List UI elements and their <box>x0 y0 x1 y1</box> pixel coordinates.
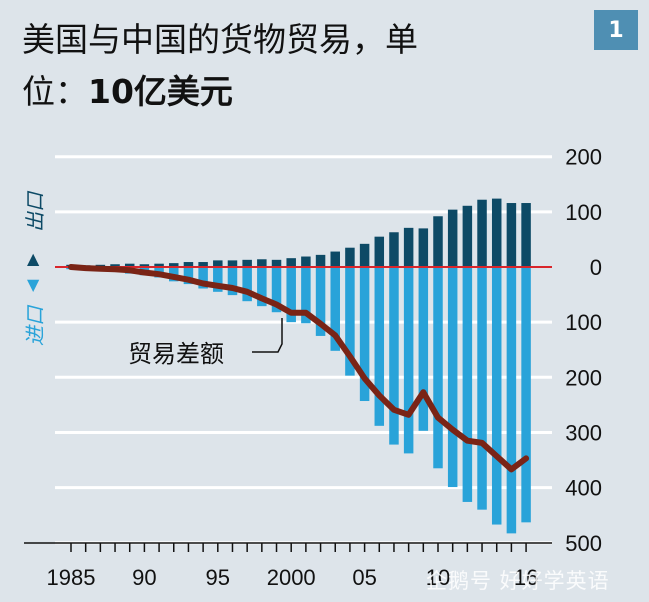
x-tick-label: 1985 <box>47 565 96 590</box>
x-tick-label: 16 <box>514 565 538 590</box>
export-bar <box>301 256 311 267</box>
x-axis-ticks: 1985 90 95 2000 05 10 16 <box>47 543 538 590</box>
export-bar <box>315 254 326 267</box>
import-bar <box>462 267 473 502</box>
export-bar <box>330 251 340 267</box>
y-tick-label: 0 <box>590 255 602 280</box>
exports-side-label: 出口 <box>23 190 47 232</box>
import-bar <box>183 267 194 285</box>
export-bar <box>433 216 443 267</box>
import-bar <box>242 267 252 302</box>
export-bar <box>506 203 517 267</box>
y-axis-ticks: 200 100 0 100 200 300 400 500 <box>565 145 602 556</box>
trade-balance-line <box>68 264 530 473</box>
import-bar <box>433 267 443 469</box>
y-tick-label: 200 <box>565 145 602 170</box>
up-arrow-icon: ▲ <box>27 249 40 268</box>
import-bar <box>227 267 238 296</box>
import-bar <box>315 267 326 336</box>
import-bar <box>359 267 370 402</box>
export-bar <box>345 247 355 267</box>
down-arrow-icon: ▼ <box>27 275 40 294</box>
watermark: 企鹅号 好好学英语 <box>426 569 610 593</box>
chart-number-badge: 1 <box>594 10 638 50</box>
x-tick-label: 2000 <box>267 565 316 590</box>
y-tick-label: 400 <box>565 476 602 501</box>
export-bar <box>139 264 150 267</box>
title-unit: 10亿美元 <box>88 72 233 111</box>
export-bar <box>447 209 458 267</box>
import-bar <box>506 267 517 534</box>
export-bar <box>374 236 385 267</box>
export-bar <box>227 260 238 267</box>
export-bar <box>242 259 252 267</box>
export-bar <box>198 262 208 267</box>
import-bar <box>213 267 223 292</box>
export-bar <box>183 262 194 267</box>
y-tick-label: 200 <box>565 365 602 390</box>
export-bar <box>257 259 267 267</box>
import-bar <box>418 267 429 431</box>
trade-balance-annotation: 贸易差额 <box>128 340 224 368</box>
export-bar <box>521 203 531 267</box>
y-tick-label: 500 <box>565 531 602 556</box>
side-labels: 出口 ▲ ▼ 进口 <box>23 190 47 346</box>
export-bar <box>286 258 296 267</box>
import-bar <box>521 267 531 523</box>
import-bar <box>257 267 267 307</box>
export-bar <box>124 263 135 267</box>
y-tick-label: 300 <box>565 420 602 445</box>
export-bar <box>213 260 223 267</box>
annotation-leader-line <box>252 318 283 353</box>
export-bar <box>271 259 282 267</box>
import-bar <box>491 267 502 525</box>
export-bar <box>418 228 429 267</box>
chart-title: 美国与中国的货物贸易，单 位：10亿美元 <box>22 14 522 118</box>
import-bar <box>286 267 296 323</box>
export-bar <box>110 264 120 267</box>
x-tick-label: 95 <box>206 565 230 590</box>
import-bar <box>447 267 458 488</box>
import-bar <box>477 267 487 510</box>
import-bar <box>271 267 282 313</box>
x-tick-label: 90 <box>132 565 156 590</box>
export-bar <box>462 205 473 267</box>
export-bar <box>403 227 414 267</box>
y-tick-label: 100 <box>565 200 602 225</box>
export-bar <box>169 263 179 267</box>
export-bar <box>389 232 399 267</box>
export-bar <box>154 263 164 267</box>
import-bar <box>198 267 208 289</box>
bars <box>66 198 531 534</box>
title-main: 美国与中国的货物贸易，单 <box>22 20 418 59</box>
export-bar <box>491 198 502 267</box>
import-bar <box>330 267 340 351</box>
x-tick-label: 05 <box>352 565 376 590</box>
y-tick-label: 100 <box>565 310 602 335</box>
import-bar <box>403 267 414 454</box>
title-prefix: 位： <box>22 72 88 111</box>
import-bar <box>345 267 355 376</box>
export-bar <box>477 199 487 267</box>
imports-side-label: 进口 <box>23 304 47 346</box>
import-bar <box>301 267 311 324</box>
import-bar <box>389 267 399 445</box>
export-bar <box>359 243 370 267</box>
x-tick-label: 10 <box>426 565 450 590</box>
import-bar <box>374 267 385 426</box>
